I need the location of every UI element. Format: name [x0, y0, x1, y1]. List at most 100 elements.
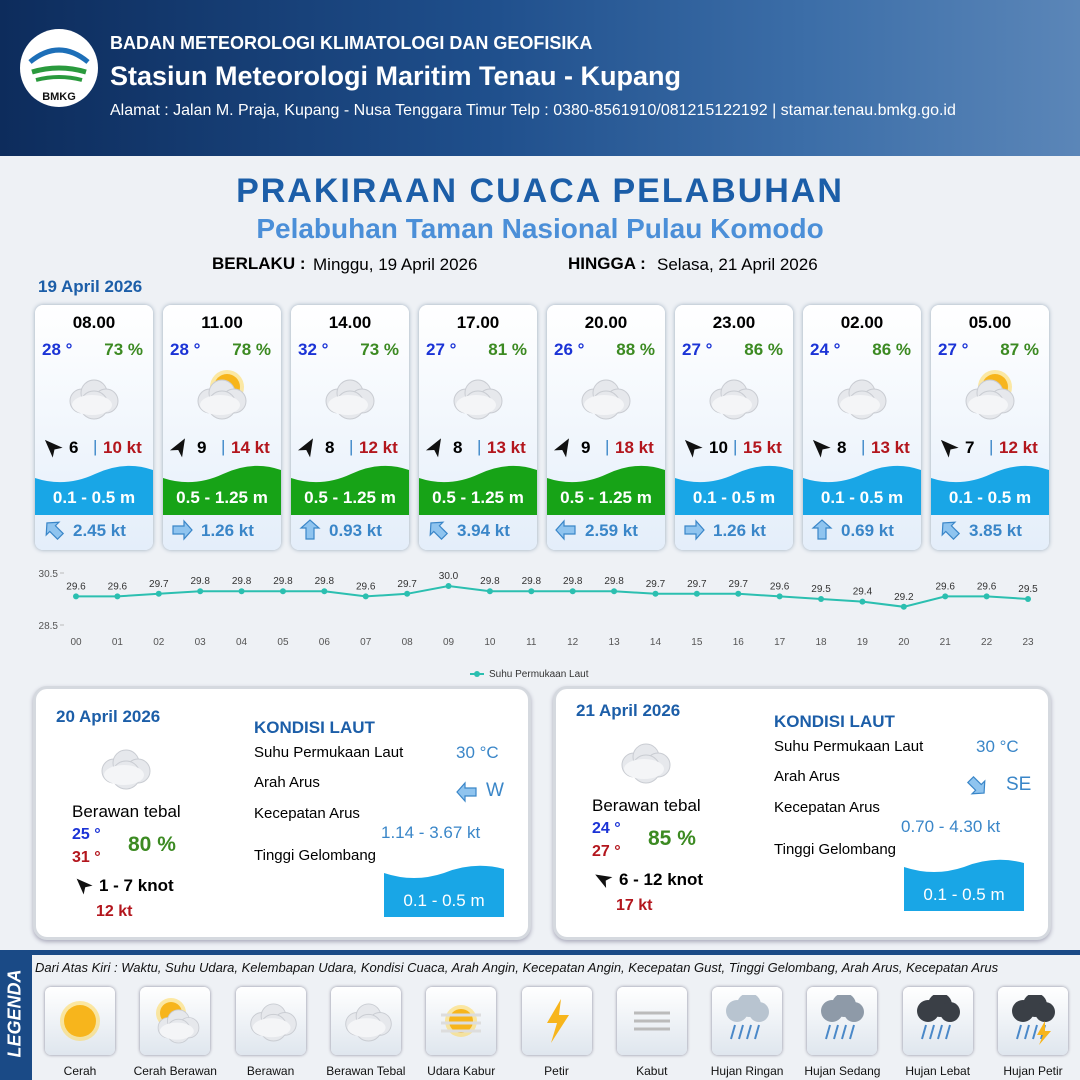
current-dir-label: Arah Arus	[774, 768, 840, 785]
x-tick-label: 12	[567, 637, 579, 648]
sst-point	[155, 590, 162, 597]
air-temp: 24 °	[810, 340, 841, 359]
x-tick-label: 10	[484, 637, 496, 648]
legend-icon	[546, 999, 569, 1043]
legend-icon-box	[521, 987, 592, 1055]
weather-icon	[197, 370, 247, 420]
weather-icon	[453, 379, 503, 420]
current-arrow	[941, 521, 961, 541]
sst-point	[900, 603, 907, 610]
date: 20 April 2026	[56, 707, 161, 726]
forecast-card: 08.00 28 ° 73 % 6 | 10 kt 0.1 - 0.5 m 2.45 kt	[35, 305, 153, 550]
sst-point	[859, 598, 866, 605]
cloud	[69, 379, 119, 420]
current-arrow	[299, 519, 321, 540]
x-tick-label: 05	[277, 637, 289, 648]
separator: |	[221, 437, 226, 456]
x-tick-label: 09	[443, 637, 455, 648]
weather: Berawan tebal	[72, 802, 181, 821]
legend-item-label: Berawan	[246, 1064, 295, 1078]
direction-arrow	[76, 878, 93, 895]
wave-shape	[291, 465, 409, 515]
weather-icon	[837, 379, 887, 420]
sst-point	[73, 593, 79, 600]
sst-point	[652, 590, 659, 597]
logo-text: BMKG	[42, 91, 76, 103]
wave-label: Tinggi Gelombang	[254, 847, 377, 864]
value-label: 29.8	[190, 576, 210, 587]
separator: |	[733, 437, 738, 456]
gust: 10 kt	[103, 438, 142, 457]
wind: 1 - 7 knot	[99, 876, 174, 895]
value-label: 29.8	[315, 576, 335, 587]
x-tick-label: 13	[609, 637, 621, 648]
sst-point	[404, 590, 411, 597]
legend-item-label: Petir	[544, 1064, 569, 1078]
sst-point	[1025, 596, 1031, 602]
legend-icon	[441, 1005, 482, 1037]
wind-arrow	[595, 874, 613, 889]
forecast-card: 05.00 27 ° 87 % 7 | 12 kt 0.1 - 0.5 m 3.85 kt	[931, 305, 1049, 550]
weather-icon	[325, 379, 375, 420]
wave-shape	[675, 465, 793, 515]
current-speed: 2.45 kt	[73, 521, 126, 540]
humidity: 73 %	[104, 340, 143, 359]
legend-icon	[60, 1001, 100, 1041]
gust: 12 kt	[999, 438, 1038, 457]
weather-icon	[101, 749, 151, 790]
wave: 0.1 - 0.5 m	[923, 885, 1005, 904]
legend-icon-box	[807, 987, 878, 1055]
current-arrow	[45, 521, 65, 541]
separator: |	[477, 437, 482, 456]
gust: 18 kt	[615, 438, 654, 457]
temp-min: 24 °	[592, 820, 621, 837]
wind: 6 - 12 knot	[619, 870, 704, 889]
legend-icon-box	[902, 987, 973, 1055]
direction-arrow	[595, 874, 613, 889]
separator: |	[605, 437, 610, 456]
x-tick-label: 14	[650, 637, 662, 648]
value-label: 29.8	[232, 576, 252, 587]
direction-arrow	[169, 438, 185, 458]
x-tick-label: 11	[526, 637, 537, 648]
value-label: 29.5	[1018, 584, 1038, 595]
wind-arrow	[425, 438, 441, 458]
cloud	[249, 1003, 297, 1042]
humidity: 87 %	[1000, 340, 1039, 359]
value-label: 29.8	[522, 576, 542, 587]
legend-item-label: Hujan Ringan	[710, 1064, 784, 1078]
forecast-card: 20.00 26 ° 88 % 9 | 18 kt 0.5 - 1.25 m 2.59 kt	[547, 305, 665, 550]
sst-point	[693, 590, 700, 597]
time: 05.00	[968, 313, 1012, 332]
wave-shape	[419, 465, 537, 515]
x-tick-label: 02	[153, 637, 165, 648]
legend-icon	[916, 995, 960, 1040]
sst-point	[983, 593, 990, 600]
value-label: 29.7	[687, 579, 707, 590]
sst-point	[942, 593, 949, 600]
separator: |	[989, 437, 994, 456]
valid-from: Minggu, 19 April 2026	[313, 255, 478, 274]
legend-icon	[156, 998, 200, 1044]
current-speed: 0.69 kt	[841, 521, 894, 540]
gust: 15 kt	[743, 438, 782, 457]
humidity: 81 %	[488, 340, 527, 359]
current-arrow	[172, 519, 193, 541]
gust: 17 kt	[616, 897, 653, 914]
wind-speed: 7	[965, 438, 975, 457]
cloud	[965, 379, 1015, 420]
header-banner	[0, 0, 1080, 156]
legend-icon	[345, 1003, 392, 1042]
current-arrow	[941, 521, 961, 541]
x-tick-label: 04	[236, 637, 248, 648]
wave-height: 0.5 - 1.25 m	[560, 488, 652, 507]
humidity: 80 %	[128, 833, 176, 856]
current-arrow	[555, 519, 576, 541]
temp-max: 27 °	[592, 843, 621, 860]
wind-speed: 8	[837, 438, 847, 457]
current-arrow	[429, 521, 449, 541]
humidity: 86 %	[744, 340, 783, 359]
x-tick-label: 21	[940, 637, 952, 648]
date: 21 April 2026	[576, 701, 681, 720]
value-label: 29.6	[977, 581, 997, 592]
